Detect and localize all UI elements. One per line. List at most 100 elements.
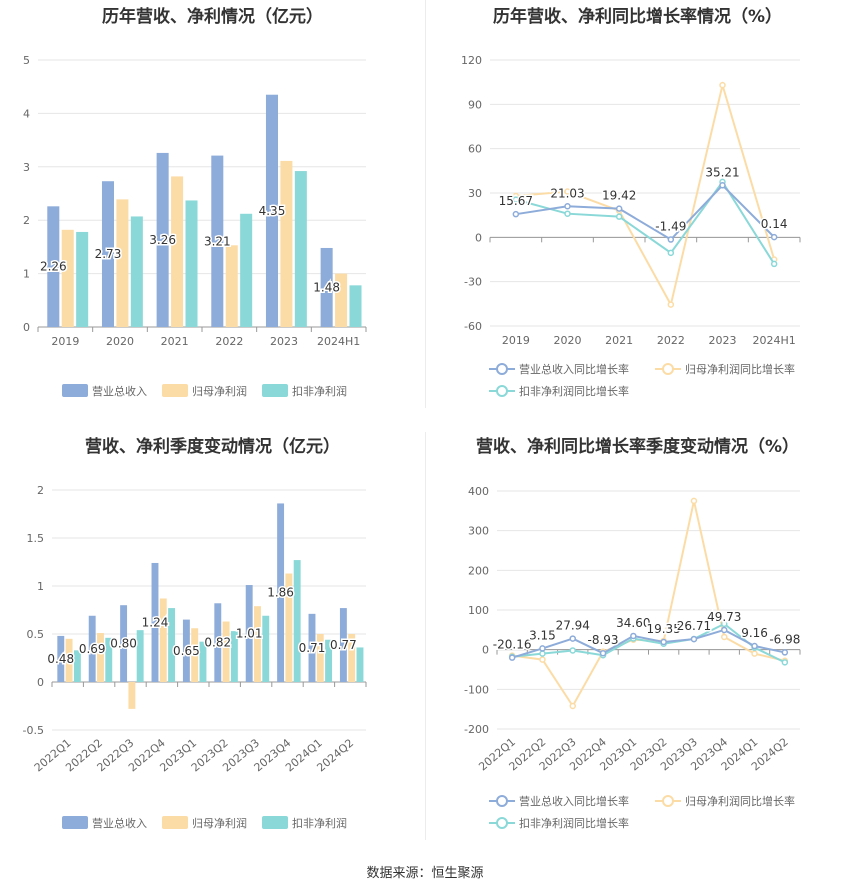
legend-label: 营业总收入同比增长率 — [519, 362, 629, 376]
data-point — [721, 620, 728, 628]
bar-deducted-profit — [240, 213, 253, 327]
bar-revenue — [320, 247, 333, 327]
x-tick-label: 2022 — [215, 335, 243, 348]
legend-label: 营业总收入 — [92, 816, 147, 830]
x-tick-label: 2023 — [709, 334, 737, 347]
y-tick-label: 300 — [468, 525, 489, 538]
quarterly-growth-panel: 营收、净利同比增长率季度变动情况（%） 400 300 200 100 0 -100 -20… — [425, 430, 850, 850]
legend-label: 扣非净利润 — [292, 384, 347, 398]
bar-parent-profit — [65, 638, 73, 682]
data-point — [770, 260, 778, 268]
data-label: 9.16 — [741, 626, 768, 640]
y-tick-label: -200 — [464, 723, 489, 736]
y-tick-label: 0 — [475, 231, 482, 244]
data-label: 1.48 — [313, 280, 340, 294]
data-label: 35.21 — [705, 165, 739, 179]
legend-label: 归母净利润 — [192, 816, 247, 830]
legend-swatch — [262, 384, 288, 397]
bar-revenue — [57, 635, 65, 682]
y-tick-label: 0.5 — [27, 628, 45, 641]
legend-marker — [496, 363, 508, 375]
quarterly-revenue-profit-panel: 营收、净利季度变动情况（亿元） 2 1.5 1 0.5 0 -0.5 2022Q1 2022Q… — [0, 430, 425, 850]
y-tick-label: 0 — [23, 321, 30, 334]
data-point — [539, 645, 546, 652]
bar-parent-profit — [280, 160, 293, 327]
bar-deducted-profit — [76, 231, 89, 327]
legend-marker — [496, 385, 508, 397]
x-tick-label: 2019 — [502, 334, 530, 347]
data-label: 21.03 — [550, 186, 584, 200]
data-point — [781, 659, 789, 666]
y-tick-label: 4 — [23, 107, 30, 120]
bar-revenue — [214, 603, 222, 682]
data-label: -8.93 — [588, 633, 619, 647]
chart-title: 营收、净利同比增长率季度变动情况（%） — [475, 437, 800, 457]
bar-parent-profit — [225, 245, 238, 327]
data-point — [690, 635, 698, 643]
bar-deducted-profit — [73, 650, 81, 682]
bar-parent-profit — [159, 598, 167, 682]
bar-parent-profit — [254, 606, 261, 682]
data-label: 2.26 — [40, 260, 67, 274]
y-tick-label: 0 — [37, 676, 44, 689]
bar-deducted-profit — [293, 560, 301, 682]
y-tick-label: -30 — [464, 276, 482, 289]
data-point — [721, 626, 728, 634]
x-tick-label: 2023 — [270, 335, 298, 348]
data-point — [539, 656, 546, 663]
data-point — [719, 81, 726, 89]
x-tick-label: 2021 — [161, 335, 189, 348]
bar-revenue — [308, 613, 316, 682]
bar-deducted-profit — [349, 285, 362, 327]
legend-label: 扣非净利润 — [292, 816, 347, 830]
legend-swatch — [162, 384, 188, 397]
data-point — [508, 654, 516, 661]
bar-parent-profit — [222, 621, 230, 682]
y-tick-label: -100 — [464, 683, 489, 696]
y-tick-label: 1 — [23, 268, 30, 281]
data-point — [630, 632, 637, 640]
legend-label: 营业总收入 — [92, 384, 147, 398]
series-line-deducted-profit — [515, 180, 776, 265]
bar-parent-profit — [97, 633, 104, 682]
y-tick-label: 90 — [468, 98, 482, 111]
data-label: 4.35 — [259, 204, 286, 218]
legend-swatch — [162, 816, 188, 829]
data-label: 1.24 — [142, 615, 169, 629]
data-label: 3.26 — [149, 233, 176, 247]
bar-deducted-profit — [105, 637, 113, 682]
data-label: 0.80 — [110, 637, 137, 651]
bar-parent-profit — [191, 628, 199, 682]
data-point — [770, 233, 778, 241]
bar-parent-profit — [128, 682, 136, 709]
quarterly-revenue-profit-chart: 21.510.50-0.52022Q12022Q22022Q32022Q4202… — [23, 484, 367, 830]
y-tick-label: 5 — [23, 54, 30, 67]
bar-parent-profit — [316, 634, 324, 682]
data-label: 3.15 — [529, 628, 556, 642]
y-tick-label: 400 — [468, 485, 489, 498]
bar-revenue — [101, 181, 114, 327]
data-label: 34.60 — [616, 616, 650, 630]
bar-parent-profit — [285, 573, 293, 682]
data-point — [569, 635, 576, 642]
bar-revenue — [47, 206, 60, 327]
bar-deducted-profit — [185, 200, 198, 327]
legend-marker — [496, 795, 508, 807]
legend-label: 归母净利润同比增长率 — [685, 362, 795, 376]
annual-growth-chart: 120 90 60 30 0 -30 -60 2019 2020 2021 2022 2023 2024… — [461, 54, 801, 398]
x-tick-label: 2024H1 — [317, 335, 360, 348]
data-point — [569, 702, 576, 710]
data-point — [690, 497, 698, 505]
annual-revenue-profit-panel: 历年营收、净利情况（亿元） 0 1 2 3 4 5 2019 2020 2021 2022 2023… — [0, 0, 425, 420]
bar-parent-profit — [61, 229, 74, 327]
series-line-parent-profit — [512, 500, 786, 708]
legend-label: 归母净利润 — [192, 384, 247, 398]
bar-revenue — [182, 619, 190, 682]
bar-revenue — [211, 155, 224, 327]
data-label: 0.77 — [330, 638, 357, 652]
data-point — [599, 649, 607, 657]
chart-title: 历年营收、净利情况（亿元） — [102, 7, 323, 27]
data-label: 49.73 — [707, 610, 741, 624]
bar-revenue — [151, 562, 159, 682]
bar-revenue — [339, 608, 347, 682]
